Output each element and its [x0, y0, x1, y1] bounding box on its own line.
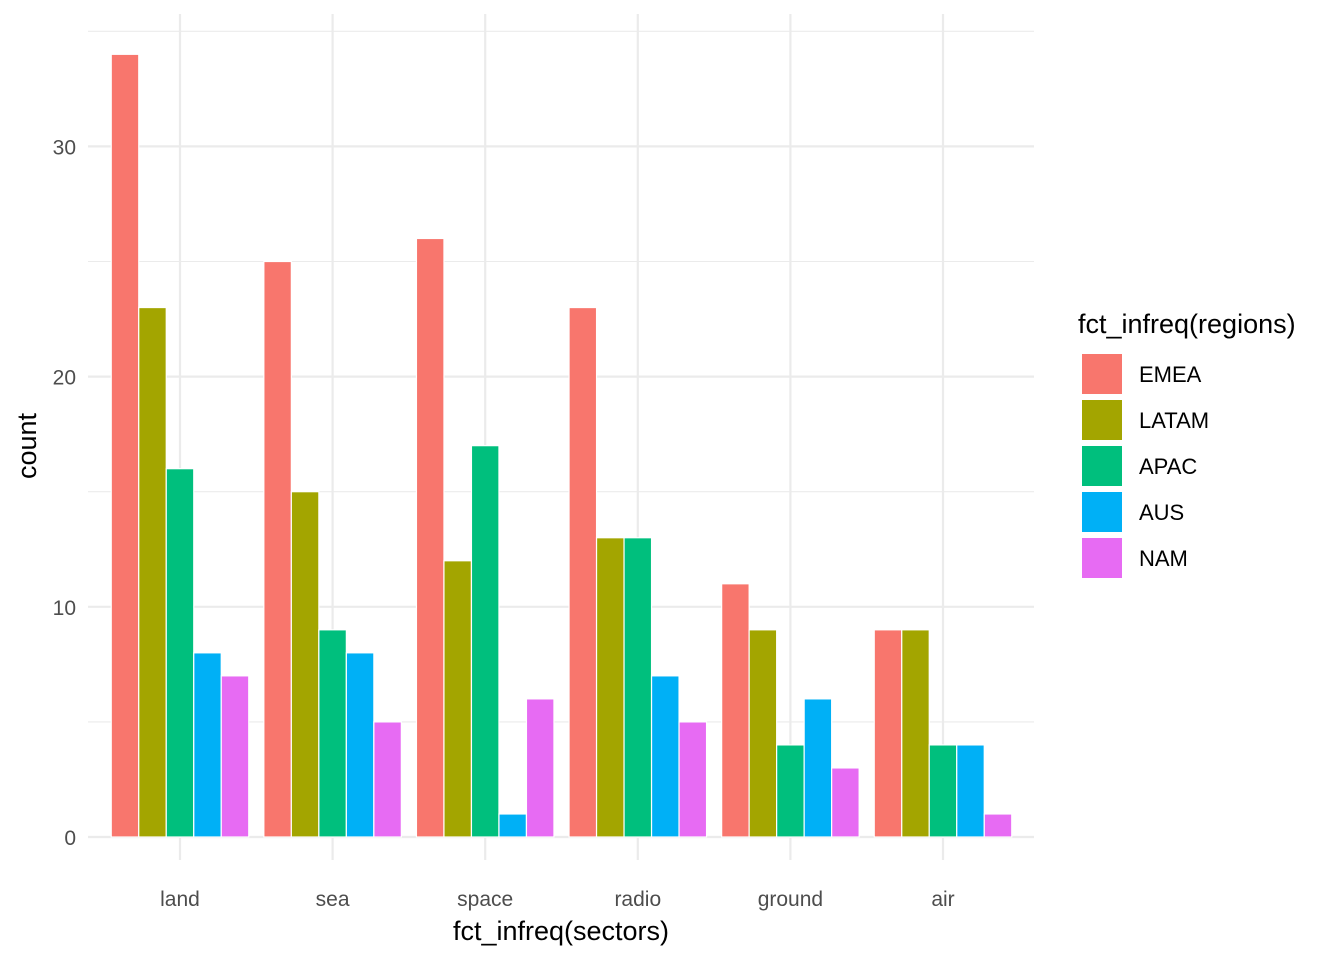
bar-sea-aus: [345, 652, 375, 838]
legend-key-aus: [1082, 492, 1122, 532]
x-tick-label: space: [457, 888, 513, 911]
y-tick-label: 10: [53, 597, 76, 620]
bar-space-aus: [498, 813, 528, 838]
bar-radio-aus: [650, 675, 680, 838]
x-tick-label: radio: [614, 888, 661, 911]
bar-air-nam: [983, 813, 1013, 838]
bar-radio-emea: [568, 306, 598, 838]
x-axis-title: fct_infreq(sectors): [453, 916, 669, 946]
x-tick-label: ground: [758, 888, 823, 911]
y-axis-tick-labels: 0 10 20 30: [53, 136, 76, 850]
y-axis-title: count: [12, 412, 42, 479]
bar-land-apac: [165, 468, 195, 838]
legend-key-apac: [1082, 446, 1122, 486]
x-axis-tick-labels: land sea space radio ground air: [160, 888, 955, 911]
grid-lines: [88, 14, 1034, 860]
bar-sea-emea: [263, 260, 292, 838]
legend: fct_infreq(regions) EMEA LATAM APAC AUS NAM: [1078, 309, 1296, 578]
bar-land-nam: [220, 675, 250, 838]
x-tick-label: land: [160, 888, 200, 911]
y-tick-label: 20: [53, 367, 76, 390]
bar-ground-nam: [831, 767, 860, 838]
bar-space-latam: [443, 560, 473, 838]
bars: [110, 53, 1013, 838]
legend-label-aus: AUS: [1139, 500, 1184, 525]
bar-radio-apac: [623, 537, 653, 838]
legend-label-latam: LATAM: [1139, 408, 1209, 433]
y-tick-label: 30: [53, 136, 76, 159]
bar-land-emea: [110, 53, 140, 838]
bar-air-apac: [928, 744, 958, 838]
bar-sea-nam: [373, 721, 402, 838]
x-tick-label: air: [931, 888, 954, 911]
bar-ground-latam: [748, 629, 778, 838]
legend-label-nam: NAM: [1139, 546, 1188, 571]
bar-radio-latam: [595, 537, 625, 838]
bar-air-latam: [901, 629, 930, 838]
bar-ground-aus: [803, 698, 833, 838]
bar-air-aus: [956, 744, 985, 838]
legend-key-emea: [1082, 354, 1122, 394]
y-tick-label: 0: [64, 827, 76, 850]
bar-space-nam: [525, 698, 555, 838]
bar-space-emea: [415, 237, 445, 838]
legend-label-emea: EMEA: [1139, 362, 1202, 387]
bar-land-latam: [138, 306, 167, 838]
legend-key-nam: [1082, 538, 1122, 578]
bar-radio-nam: [678, 721, 708, 838]
legend-label-apac: APAC: [1139, 454, 1197, 479]
legend-key-latam: [1082, 400, 1122, 440]
bar-ground-emea: [721, 583, 750, 838]
x-tick-label: sea: [316, 888, 350, 911]
bar-land-aus: [193, 652, 222, 838]
bar-sea-latam: [290, 491, 320, 838]
bar-sea-apac: [318, 629, 347, 838]
bar-space-apac: [470, 445, 500, 838]
bar-air-emea: [873, 629, 903, 838]
legend-title: fct_infreq(regions): [1078, 309, 1296, 339]
bar-ground-apac: [776, 744, 805, 838]
